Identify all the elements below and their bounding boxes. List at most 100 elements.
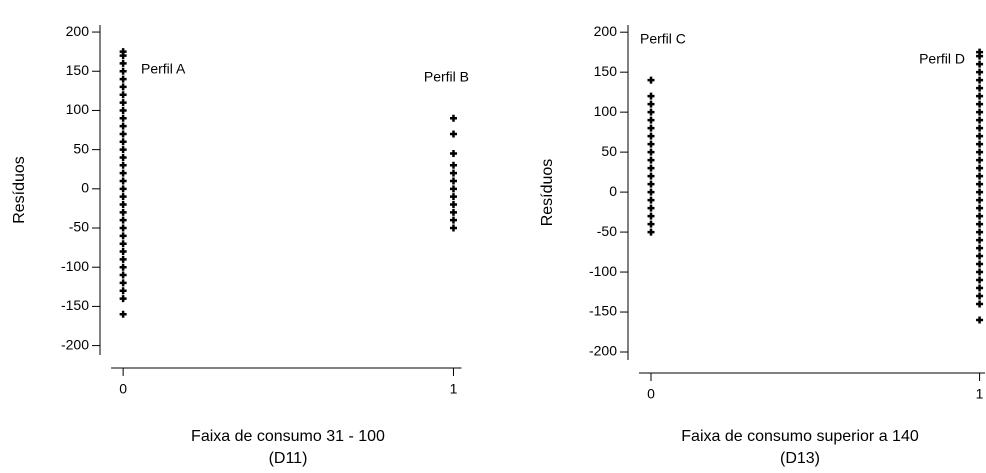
point	[976, 292, 984, 300]
y-axis-label: Resíduos	[539, 159, 556, 227]
point	[119, 83, 127, 91]
point	[119, 232, 127, 240]
y-axis-label: Resíduos	[11, 156, 28, 224]
point	[976, 300, 984, 308]
point	[449, 216, 457, 224]
point	[976, 220, 984, 228]
y-tick-label: -150	[589, 303, 617, 319]
point	[119, 130, 127, 138]
point	[647, 204, 655, 212]
point	[647, 180, 655, 188]
y-tick-label: 0	[81, 180, 89, 196]
point	[647, 108, 655, 116]
point	[647, 100, 655, 108]
point	[119, 75, 127, 83]
y-tick-label: 50	[73, 140, 89, 156]
point	[119, 201, 127, 209]
point	[119, 138, 127, 146]
y-tick-label: -150	[61, 297, 89, 313]
point	[976, 116, 984, 124]
point	[976, 76, 984, 84]
point	[119, 67, 127, 75]
y-tick-label: 100	[66, 101, 90, 117]
point	[119, 240, 127, 248]
y-tick-label: 200	[594, 23, 618, 39]
point	[647, 196, 655, 204]
point	[119, 48, 127, 56]
point	[119, 310, 127, 318]
point	[647, 164, 655, 172]
annotation: Perfil C	[640, 31, 686, 47]
point	[119, 279, 127, 287]
point	[976, 260, 984, 268]
point	[976, 196, 984, 204]
y-tick-label: -50	[597, 223, 617, 239]
point	[119, 91, 127, 99]
point	[449, 185, 457, 193]
point	[119, 169, 127, 177]
point	[647, 188, 655, 196]
point	[647, 220, 655, 228]
point	[449, 208, 457, 216]
point	[119, 208, 127, 216]
point	[449, 177, 457, 185]
point	[976, 60, 984, 68]
x-tick-label: 0	[119, 381, 127, 397]
point	[976, 48, 984, 56]
point	[976, 92, 984, 100]
point	[976, 100, 984, 108]
y-tick-label: 150	[594, 63, 618, 79]
point	[119, 287, 127, 295]
point	[976, 276, 984, 284]
point	[976, 316, 984, 324]
point	[119, 248, 127, 256]
point	[976, 180, 984, 188]
point	[976, 236, 984, 244]
point	[119, 216, 127, 224]
point	[119, 295, 127, 303]
point	[119, 263, 127, 271]
point	[647, 212, 655, 220]
point	[119, 153, 127, 161]
point	[119, 59, 127, 67]
annotation: Perfil A	[141, 61, 186, 77]
x-axis-label: (D11)	[269, 450, 308, 467]
x-tick-label: 1	[976, 386, 984, 402]
point	[647, 148, 655, 156]
point	[119, 99, 127, 107]
point	[976, 244, 984, 252]
point	[976, 68, 984, 76]
point	[976, 140, 984, 148]
point	[119, 122, 127, 130]
point	[647, 156, 655, 164]
point	[976, 268, 984, 276]
point	[119, 106, 127, 114]
x-axis-label: Faixa de consumo 31 - 100	[191, 428, 385, 445]
point	[119, 255, 127, 263]
point	[449, 130, 457, 138]
y-tick-label: -200	[61, 336, 89, 352]
point	[976, 132, 984, 140]
y-tick-label: 100	[594, 103, 618, 119]
point	[647, 228, 655, 236]
point	[976, 204, 984, 212]
point	[976, 108, 984, 116]
point	[119, 185, 127, 193]
point	[976, 252, 984, 260]
y-tick-label: 0	[609, 183, 617, 199]
y-tick-label: 50	[601, 143, 617, 159]
point	[647, 132, 655, 140]
x-tick-label: 1	[450, 381, 458, 397]
point	[449, 201, 457, 209]
point	[119, 146, 127, 154]
point	[976, 124, 984, 132]
point	[647, 172, 655, 180]
point	[449, 169, 457, 177]
point	[647, 92, 655, 100]
y-tick-label: -100	[61, 258, 89, 274]
point	[119, 114, 127, 122]
point	[976, 156, 984, 164]
y-tick-label: 200	[66, 23, 90, 39]
annotation: Perfil B	[424, 69, 469, 85]
